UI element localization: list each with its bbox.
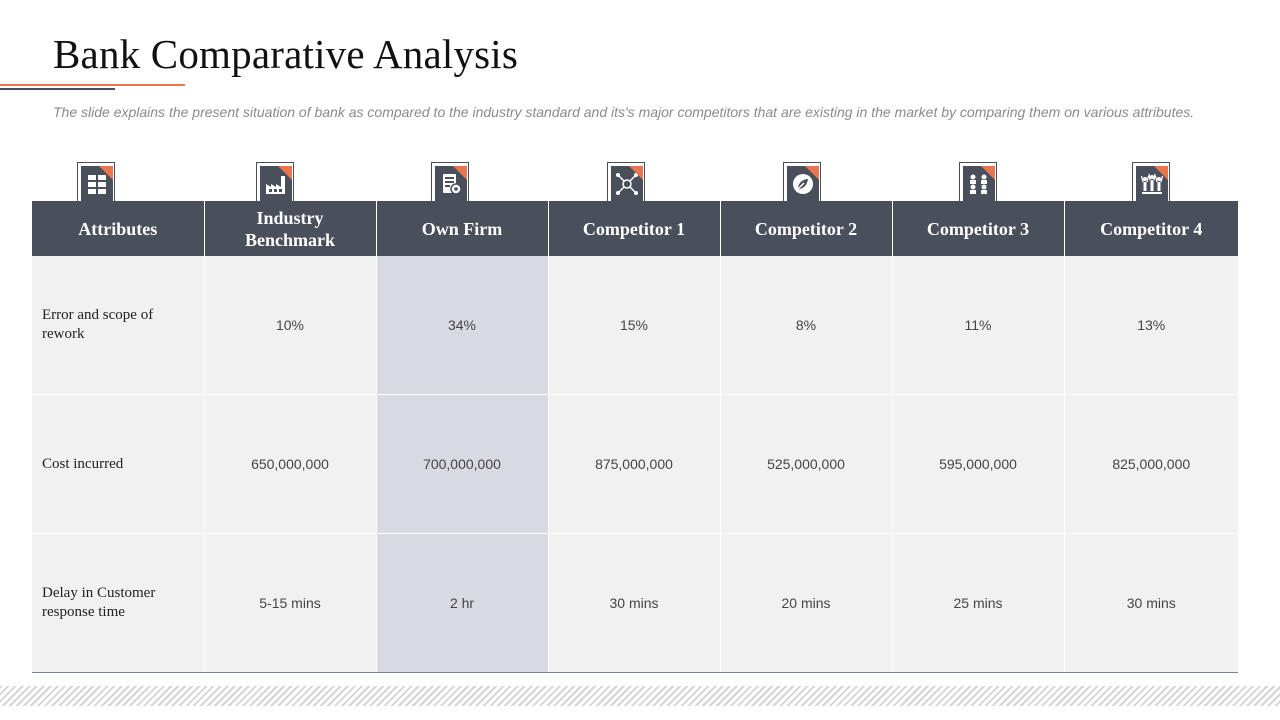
comparison-table: Attributes Industry Benchmark Own Firm C… <box>32 201 1238 673</box>
document-settings-icon <box>431 162 469 203</box>
factory-icon <box>256 162 294 203</box>
table-row: Delay in Customer response time 5-15 min… <box>32 533 1238 673</box>
table-cell: 11% <box>892 256 1065 395</box>
title-accent-line <box>0 84 185 86</box>
table-cell: 595,000,000 <box>892 394 1065 534</box>
column-header-competitor-4: Competitor 4 <box>1064 201 1238 256</box>
column-header-attributes: Attributes <box>32 201 205 256</box>
row-attribute-label: Error and scope of rework <box>32 256 205 395</box>
celebrating-people-icon <box>1132 162 1170 203</box>
table-cell: 5-15 mins <box>204 533 377 673</box>
cabinet-icon <box>77 162 115 203</box>
column-header-competitor-1: Competitor 1 <box>548 201 721 256</box>
column-icons <box>32 162 1238 203</box>
team-meeting-icon <box>959 162 997 203</box>
slide-subtitle: The slide explains the present situation… <box>53 104 1195 120</box>
table-row: Cost incurred 650,000,000 700,000,000 87… <box>32 394 1238 534</box>
table-cell: 10% <box>204 256 377 395</box>
column-header-competitor-2: Competitor 2 <box>720 201 893 256</box>
slide-title: Bank Comparative Analysis <box>53 31 519 77</box>
table-cell: 525,000,000 <box>720 394 893 534</box>
table-cell: 30 mins <box>1064 533 1238 673</box>
table-cell: 15% <box>548 256 721 395</box>
column-header-competitor-3: Competitor 3 <box>892 201 1065 256</box>
table-cell-own-firm: 700,000,000 <box>376 394 549 534</box>
table-cell: 8% <box>720 256 893 395</box>
network-icon <box>607 162 645 203</box>
column-header-own-firm: Own Firm <box>376 201 549 256</box>
table-cell-own-firm: 34% <box>376 256 549 395</box>
table-cell: 20 mins <box>720 533 893 673</box>
row-attribute-label: Cost incurred <box>32 394 205 534</box>
table-cell-own-firm: 2 hr <box>376 533 549 673</box>
table-header-row: Attributes Industry Benchmark Own Firm C… <box>32 201 1238 256</box>
row-attribute-label: Delay in Customer response time <box>32 533 205 673</box>
table-cell: 825,000,000 <box>1064 394 1238 534</box>
table-row: Error and scope of rework 10% 34% 15% 8%… <box>32 256 1238 395</box>
table-cell: 30 mins <box>548 533 721 673</box>
table-cell: 650,000,000 <box>204 394 377 534</box>
title-accent-line-dark <box>0 88 115 90</box>
column-header-industry-benchmark: Industry Benchmark <box>204 201 377 256</box>
footer-hatch-band <box>0 686 1280 706</box>
table-cell: 25 mins <box>892 533 1065 673</box>
leaf-badge-icon <box>783 162 821 203</box>
table-cell: 13% <box>1064 256 1238 395</box>
table-cell: 875,000,000 <box>548 394 721 534</box>
